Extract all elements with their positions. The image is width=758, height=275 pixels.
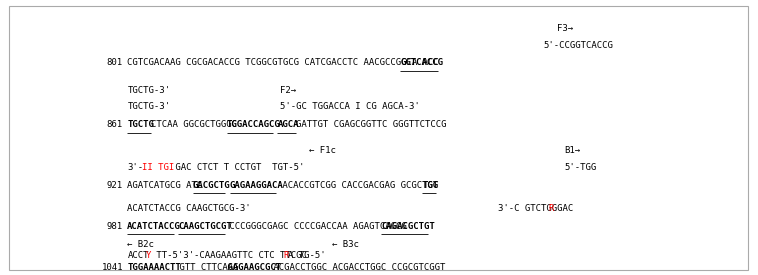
Text: F3→: F3→ xyxy=(557,24,573,33)
Text: TGCTG: TGCTG xyxy=(127,120,154,129)
Text: 5'-TGG: 5'-TGG xyxy=(565,163,597,172)
Text: GATTGT CGAGCGGTTC GGGTTCTCCG: GATTGT CGAGCGGTTC GGGTTCTCCG xyxy=(296,120,447,129)
Text: TGCTG-3': TGCTG-3' xyxy=(127,86,171,95)
Text: ← B3c: ← B3c xyxy=(332,240,359,249)
Text: GAGAAGCGCT: GAGAAGCGCT xyxy=(222,263,281,272)
Text: ACATCTACCG CAAGCTGCG-3': ACATCTACCG CAAGCTGCG-3' xyxy=(127,204,251,213)
Text: TT-5'3'-CAAGAAGTTC CTC TTCGC: TT-5'3'-CAAGAAGTTC CTC TTCGC xyxy=(151,251,307,260)
Text: TGG: TGG xyxy=(422,181,438,190)
Text: 861: 861 xyxy=(106,120,122,129)
Text: 3'-C GTCTGGGAC: 3'-C GTCTGGGAC xyxy=(498,204,573,213)
Text: R: R xyxy=(283,251,289,260)
Text: ← B2c: ← B2c xyxy=(127,240,154,249)
Text: II TGI: II TGI xyxy=(142,163,174,172)
Text: Y: Y xyxy=(146,251,152,260)
Text: F2→: F2→ xyxy=(280,86,296,95)
Text: ← F1c: ← F1c xyxy=(309,146,336,155)
Text: A TG-5': A TG-5' xyxy=(288,251,326,260)
Text: 921: 921 xyxy=(106,181,122,190)
Text: GAGAAGGACA: GAGAAGGACA xyxy=(230,181,283,190)
Text: ACACCGTCGG CACCGACGAG GCGCTGT: ACACCGTCGG CACCGACGAG GCGCTGT xyxy=(277,181,438,190)
Text: GTT CTTCAAG: GTT CTTCAAG xyxy=(174,263,238,272)
Text: 3'-: 3'- xyxy=(127,163,143,172)
Text: B1→: B1→ xyxy=(565,146,581,155)
Text: R: R xyxy=(548,204,553,213)
Text: AGCA: AGCA xyxy=(277,120,299,129)
Text: GACGCTG: GACGCTG xyxy=(193,181,230,190)
Text: CTCAA GGCGCTGGGC: CTCAA GGCGCTGGGC xyxy=(151,120,243,129)
Text: TGGACCAGCG: TGGACCAGCG xyxy=(227,120,280,129)
Text: 801: 801 xyxy=(106,58,122,67)
Text: CGTCGACAAG CGCGACACCG TCGGCGTGCG CATCGACCTC AACGCCGGCA ACC: CGTCGACAAG CGCGACACCG TCGGCGTGCG CATCGAC… xyxy=(127,58,439,67)
Text: ACGACCTGGC ACGACCTGGC CCGCGTCGGT: ACGACCTGGC ACGACCTGGC CCGCGTCGGT xyxy=(268,263,446,272)
Text: GAC CTCT T CCTGT  TGT-5': GAC CTCT T CCTGT TGT-5' xyxy=(170,163,304,172)
Text: TGGAAAACTT: TGGAAAACTT xyxy=(127,263,181,272)
Text: CAGACGCTGT: CAGACGCTGT xyxy=(381,222,435,231)
Text: GGTCACCG: GGTCACCG xyxy=(400,58,443,67)
Text: CAAGCTGCGT: CAAGCTGCGT xyxy=(178,222,232,231)
Text: CCCGGGCGAGC CCCCGACCAA AGAGTCAGCG: CCCGGGCGAGC CCCCGACCAA AGAGTCAGCG xyxy=(224,222,412,231)
Text: ACATCTACCG: ACATCTACCG xyxy=(127,222,181,231)
Text: ACCT: ACCT xyxy=(127,251,149,260)
Text: 981: 981 xyxy=(106,222,122,231)
Text: 1041: 1041 xyxy=(102,263,124,272)
Text: TGCTG-3': TGCTG-3' xyxy=(127,102,171,111)
Text: AGATCATGCG ATC: AGATCATGCG ATC xyxy=(127,181,202,190)
Text: 5'-GC TGGACCA I CG AGCA-3': 5'-GC TGGACCA I CG AGCA-3' xyxy=(280,102,420,111)
Text: 5'-CCGGTCACCG: 5'-CCGGTCACCG xyxy=(543,40,613,50)
